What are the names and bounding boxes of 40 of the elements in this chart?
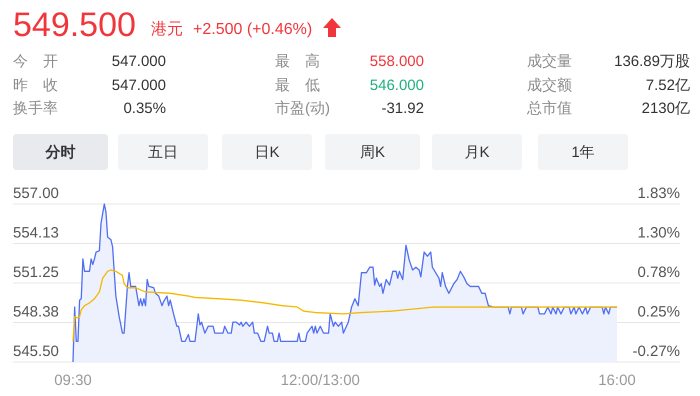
y2-tick-label: 0.25% bbox=[637, 303, 680, 320]
text: 7.52亿 bbox=[646, 77, 690, 94]
text: 最 高 bbox=[275, 53, 320, 70]
text: 市盈(动) bbox=[275, 100, 330, 117]
text: 成交量 bbox=[527, 53, 572, 70]
text: 周K bbox=[360, 144, 386, 161]
text: -31.92 bbox=[381, 100, 424, 117]
text: 546.000 bbox=[370, 77, 424, 94]
text: +2.500 (+0.46%) bbox=[193, 21, 312, 38]
x-tick-label: 09:30 bbox=[54, 372, 92, 389]
y2-tick-label: 0.78% bbox=[637, 264, 680, 281]
text: 547.000 bbox=[112, 77, 166, 94]
text: 昨 收 bbox=[13, 77, 58, 94]
y-tick-label: 554.13 bbox=[13, 224, 59, 242]
y-tick-label: 545.50 bbox=[13, 343, 59, 360]
text: 最 低 bbox=[275, 77, 320, 94]
text: 558.000 bbox=[370, 53, 424, 70]
text: 分时 bbox=[44, 144, 76, 161]
y2-tick-label: 1.30% bbox=[637, 224, 680, 242]
y-tick-label: 551.25 bbox=[13, 264, 59, 281]
text: 0.35% bbox=[123, 100, 166, 117]
text: 136.89万股 bbox=[614, 53, 690, 70]
text: 月K bbox=[464, 144, 490, 161]
text: 日K bbox=[254, 144, 280, 161]
text: 2130亿 bbox=[642, 100, 690, 117]
y-tick-label: 557.00 bbox=[13, 185, 59, 202]
y-tick-label: 548.38 bbox=[13, 304, 59, 320]
x-tick-label: 12:00/13:00 bbox=[280, 372, 360, 389]
text: 成交额 bbox=[527, 77, 572, 94]
x-tick-label: 16:00 bbox=[598, 372, 636, 389]
y2-tick-label: -0.27% bbox=[632, 343, 680, 360]
text: 换手率 bbox=[13, 100, 58, 117]
text: 547.000 bbox=[112, 53, 166, 70]
text: 今 开 bbox=[13, 53, 58, 70]
text: 五日 bbox=[148, 144, 178, 161]
text: 1年 bbox=[571, 144, 595, 161]
text: 549.500 bbox=[13, 6, 136, 44]
text: 港元 bbox=[151, 20, 183, 38]
y2-tick-label: 1.83% bbox=[637, 185, 680, 202]
text: 总市值 bbox=[526, 100, 572, 117]
